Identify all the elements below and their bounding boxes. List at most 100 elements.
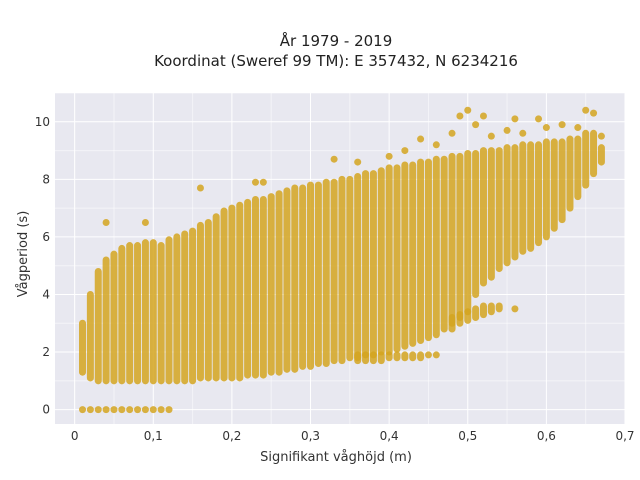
data-point [542, 124, 550, 132]
data-point [519, 129, 527, 137]
y-axis-label: Vågperiod (s) [16, 211, 31, 298]
point-column [519, 141, 527, 255]
point-column [275, 190, 283, 376]
x-tick-label: 0,6 [537, 429, 556, 443]
y-tick-label: 6 [42, 230, 50, 244]
point-column [126, 242, 134, 385]
point-column [385, 164, 393, 356]
x-tick-label: 0,4 [380, 429, 399, 443]
point-column [110, 250, 118, 385]
data-point [259, 178, 267, 186]
point-column [157, 242, 165, 385]
data-point [574, 124, 582, 132]
point-column [479, 147, 487, 287]
point-column [527, 141, 535, 252]
point-column [558, 138, 566, 224]
point-column [189, 227, 197, 385]
point-column [228, 204, 236, 382]
point-column [464, 149, 472, 316]
point-column [134, 406, 142, 414]
point-column [385, 351, 393, 362]
point-column [432, 155, 440, 339]
chart-subtitle: Koordinat (Sweref 99 TM): E 357432, N 62… [154, 52, 518, 70]
point-column [118, 406, 126, 414]
point-column [424, 351, 432, 359]
point-column [472, 305, 480, 322]
point-column [299, 184, 307, 370]
data-point [503, 126, 511, 134]
chart-title: År 1979 - 2019 [280, 31, 393, 50]
point-column [346, 175, 354, 362]
point-column [94, 267, 102, 385]
point-column [362, 170, 370, 359]
point-column [181, 230, 189, 385]
point-column [409, 351, 417, 362]
data-point [597, 132, 605, 140]
point-column [126, 406, 134, 414]
point-column [141, 406, 149, 414]
point-column [377, 351, 385, 365]
point-column [377, 167, 385, 356]
point-column [417, 158, 425, 345]
point-column [495, 147, 503, 273]
data-point [401, 147, 409, 155]
point-column [495, 302, 503, 313]
point-column [401, 351, 409, 362]
x-tick-label: 0,5 [458, 429, 477, 443]
data-point [448, 129, 456, 137]
point-column [212, 213, 220, 382]
point-column [417, 351, 425, 362]
data-points [79, 106, 605, 414]
point-column [479, 302, 487, 319]
point-column [542, 138, 550, 241]
point-column [432, 351, 440, 359]
data-point [456, 112, 464, 120]
point-column [590, 129, 598, 178]
y-tick-label: 4 [42, 287, 50, 301]
data-point [511, 115, 519, 123]
data-point [417, 135, 425, 143]
data-point [590, 109, 598, 117]
point-column [173, 233, 181, 385]
point-column [86, 290, 94, 382]
tick-labels: 0 0,1 0,2 0,3 0,4 0,5 0,6 0,7 0 2 4 6 8 10 [35, 115, 635, 443]
data-point [472, 121, 480, 129]
point-column [464, 308, 472, 324]
x-tick-label: 0,1 [144, 429, 163, 443]
point-column [79, 319, 87, 376]
point-column [291, 184, 299, 373]
data-point [385, 152, 393, 160]
data-point [102, 219, 110, 227]
point-column [487, 147, 495, 281]
x-axis-label: Signifikant våghöjd (m) [260, 450, 412, 465]
point-column [94, 406, 102, 414]
point-column [251, 195, 259, 379]
point-column [511, 305, 519, 313]
point-column [393, 351, 401, 362]
point-column [456, 152, 464, 322]
point-column [204, 219, 212, 382]
data-point [582, 106, 590, 114]
point-column [149, 406, 157, 414]
point-column [472, 149, 480, 298]
point-column [196, 221, 204, 382]
point-column [220, 207, 228, 382]
data-point [330, 155, 338, 163]
point-column [134, 242, 142, 385]
point-column [314, 181, 322, 368]
point-column [267, 193, 275, 376]
point-column [424, 158, 432, 342]
point-column [354, 172, 362, 362]
y-tick-label: 10 [35, 115, 50, 129]
point-column [165, 236, 173, 385]
point-column [511, 144, 519, 261]
point-column [102, 256, 110, 385]
point-column [566, 135, 574, 212]
point-column [487, 302, 495, 316]
point-column [307, 181, 315, 370]
point-column [401, 161, 409, 350]
point-column [369, 170, 377, 359]
x-tick-label: 0 [71, 429, 79, 443]
point-column [157, 406, 165, 414]
point-column [322, 178, 330, 368]
